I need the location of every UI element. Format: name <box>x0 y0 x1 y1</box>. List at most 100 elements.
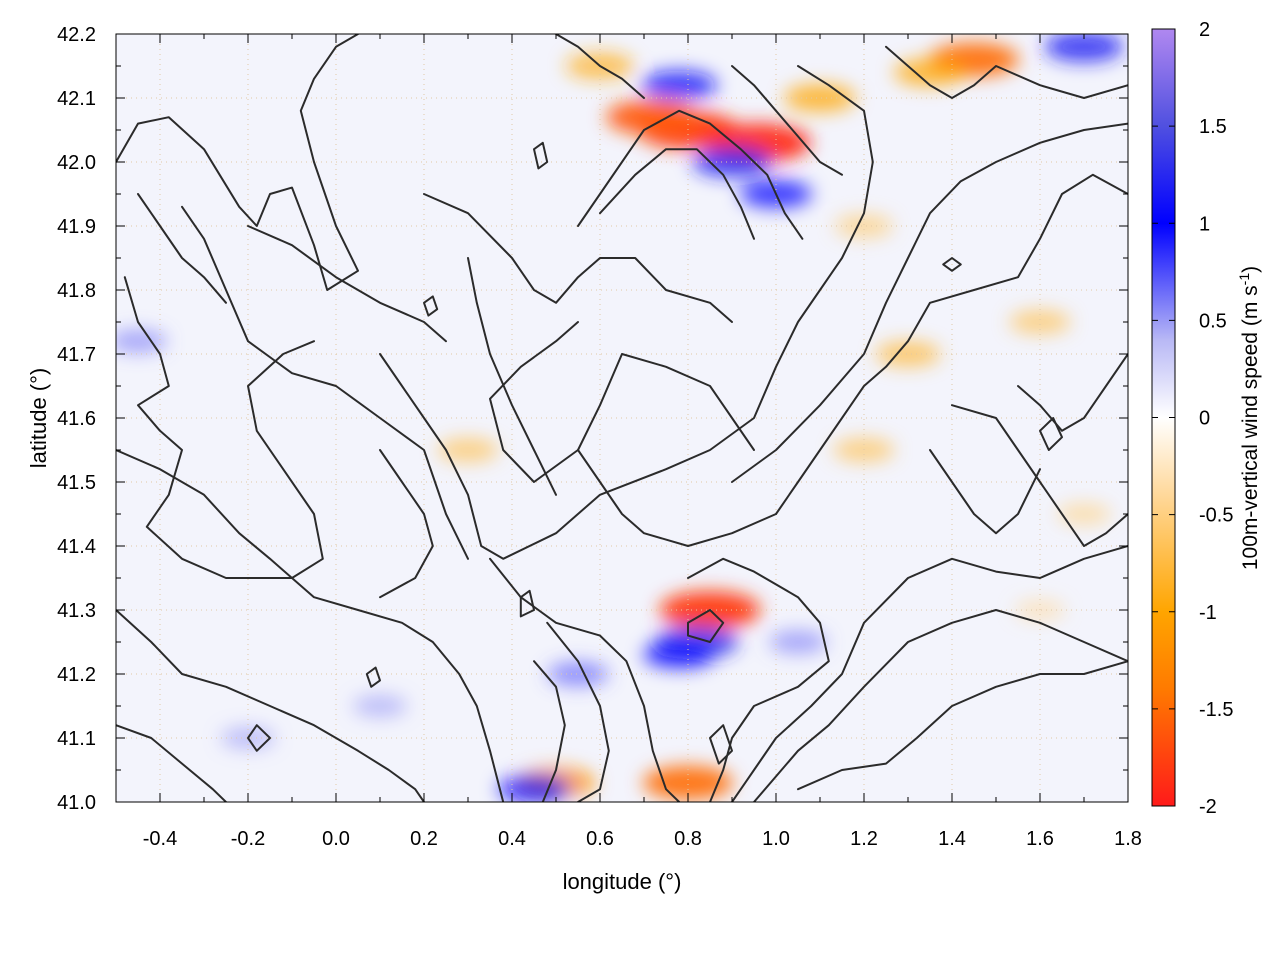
y-tick-label: 41.6 <box>57 408 96 430</box>
contour-line <box>555 34 645 99</box>
contour-line <box>546 621 610 802</box>
contour-line <box>731 545 1128 802</box>
x-tick-label: 1.4 <box>938 828 966 850</box>
contour-loop <box>687 609 725 643</box>
field-feature <box>116 329 167 353</box>
y-tick-label: 41.9 <box>57 216 96 238</box>
contour-loop <box>1039 417 1063 451</box>
field-feature <box>875 341 941 367</box>
contour-line <box>1017 353 1128 432</box>
field-feature <box>643 765 733 800</box>
contour-line <box>181 205 469 560</box>
contour-line <box>951 404 1128 547</box>
colorbar-label-superscript: -1 <box>1236 273 1252 286</box>
field-feature <box>641 70 717 100</box>
contour-line <box>137 193 227 304</box>
y-tick-label: 41.4 <box>57 536 96 558</box>
x-tick-label: 0.0 <box>322 828 350 850</box>
contour-line <box>687 557 830 802</box>
contour-line <box>577 109 804 240</box>
contour-line <box>731 122 1128 483</box>
colorbar-tick-label: -2 <box>1199 796 1217 818</box>
field-feature <box>1057 503 1111 525</box>
field-feature <box>353 695 407 717</box>
contour-line <box>467 257 557 496</box>
contour-line <box>123 276 324 579</box>
colorbar-tick-label: -1 <box>1199 602 1217 624</box>
x-tick-label: 0.4 <box>498 828 526 850</box>
contour-line <box>775 173 1128 515</box>
contour-line <box>885 45 1128 99</box>
colorbar-tick-label: -0.5 <box>1199 505 1233 527</box>
y-tick-label: 42.2 <box>57 24 96 46</box>
contour-line <box>379 65 874 560</box>
y-tick-label: 42.0 <box>57 152 96 174</box>
x-tick-label: 1.0 <box>762 828 790 850</box>
field-feature <box>1044 34 1124 62</box>
contour-line <box>116 724 227 802</box>
x-axis-label: longitude (°) <box>563 869 682 894</box>
colorbar-label: 100m-vertical wind speed (m s-1) <box>1236 266 1262 570</box>
y-tick-label: 41.8 <box>57 280 96 302</box>
contour-loop <box>533 141 549 170</box>
field-feature <box>1009 309 1071 335</box>
colorbar-label-suffix: ) <box>1239 266 1262 273</box>
field-feature <box>643 640 716 669</box>
y-tick-label: 41.2 <box>57 664 96 686</box>
contour-line <box>379 449 434 599</box>
contour-loop <box>365 666 381 688</box>
colorbar-tick-label: 1.5 <box>1199 116 1227 138</box>
contour-line <box>116 449 505 802</box>
y-tick-label: 41.0 <box>57 792 96 814</box>
contour-loop <box>942 257 962 272</box>
contour-loop <box>423 295 439 317</box>
contour-line <box>797 660 1128 791</box>
contour-line <box>116 34 359 291</box>
field-feature <box>498 775 570 802</box>
x-tick-label: -0.2 <box>231 828 265 850</box>
contour-line <box>731 65 843 176</box>
colorbar-tick-label: -1.5 <box>1199 699 1233 721</box>
colorbar-ticks: 2 1.5 1 0.5 0 -0.5 -1 -1.5 -2 <box>1152 19 1233 818</box>
colorbar-tick-label: 0.5 <box>1199 310 1227 332</box>
contour-loop <box>709 724 733 765</box>
colorbar-tick-label: 0 <box>1199 408 1210 430</box>
x-axis-ticks: -0.4 -0.2 0.0 0.2 0.4 0.6 0.8 1.0 1.2 1.4 1.6 1.8 <box>143 34 1142 850</box>
heatmap-field <box>116 34 1124 802</box>
x-tick-label: 0.2 <box>410 828 438 850</box>
field-feature <box>437 437 499 463</box>
contour-line <box>423 193 733 323</box>
y-tick-label: 41.7 <box>57 344 96 366</box>
field-feature <box>835 214 893 238</box>
x-tick-label: -0.4 <box>143 828 177 850</box>
y-tick-label: 41.1 <box>57 728 96 750</box>
contour-loop <box>247 724 271 752</box>
contour-line <box>577 449 777 547</box>
contour-line <box>599 148 755 240</box>
colorbar-tick-label: 2 <box>1199 19 1210 41</box>
contour-line <box>247 225 447 343</box>
contour-line <box>533 660 566 802</box>
contour-line <box>753 609 1128 802</box>
field-feature <box>894 58 966 87</box>
x-tick-label: 1.6 <box>1026 828 1054 850</box>
y-axis-label: latitude (°) <box>26 368 51 469</box>
x-tick-label: 0.6 <box>586 828 614 850</box>
field-feature <box>606 99 700 135</box>
field-feature <box>769 630 827 654</box>
y-tick-label: 41.3 <box>57 600 96 622</box>
contour-line <box>929 449 1041 535</box>
contour-lines <box>116 34 1128 802</box>
x-tick-label: 1.8 <box>1114 828 1142 850</box>
y-tick-label: 42.1 <box>57 88 96 110</box>
colorbar-tick-label: 1 <box>1199 213 1210 235</box>
contour-line <box>116 609 425 802</box>
contour-loop <box>519 589 535 618</box>
x-tick-label: 0.8 <box>674 828 702 850</box>
y-axis-ticks: 41.0 41.1 41.2 41.3 41.4 41.5 41.6 41.7 41.8 41.9… <box>57 24 1128 814</box>
colorbar-label-main: 100m-vertical wind speed (m s <box>1239 285 1262 570</box>
field-feature <box>547 661 609 687</box>
y-tick-label: 41.5 <box>57 472 96 494</box>
